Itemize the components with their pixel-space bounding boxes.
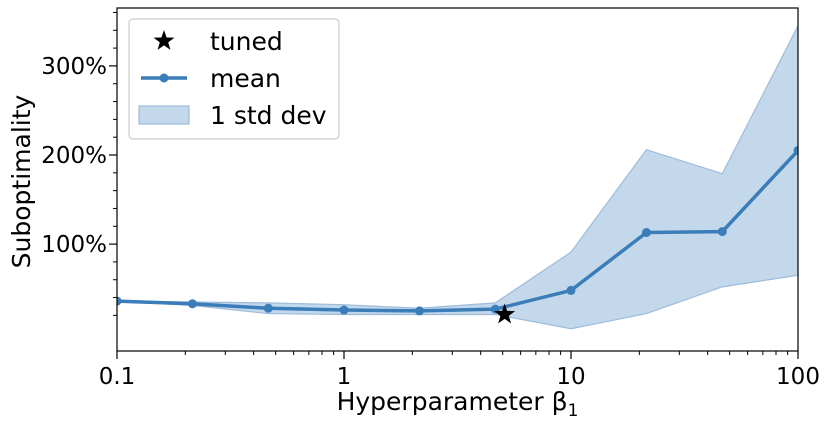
mean-point	[717, 227, 727, 237]
mean-point	[117, 296, 122, 306]
legend-band-swatch	[138, 105, 190, 125]
x-tick-label: 0.1	[99, 364, 136, 390]
mean-point	[641, 228, 651, 238]
mean-point	[414, 306, 424, 316]
x-tick-label: 1	[337, 364, 352, 390]
x-tick-label: 10	[556, 364, 585, 390]
axes: 0.1 1 10 100 100%200%300% Hyperparameter β1…	[7, 7, 820, 421]
mean-point	[187, 299, 197, 309]
y-tick-label: 300%	[41, 54, 107, 80]
tuned-marker-star-icon	[494, 303, 516, 324]
mean-point	[793, 146, 798, 156]
y-tick-label: 100%	[41, 232, 107, 258]
y-axis-ticks: 100% 200% 300%	[41, 11, 117, 316]
x-tick-label: 100	[776, 364, 820, 390]
y-tick-label: 200%	[41, 143, 107, 169]
x-axis-label-subscript: 1	[568, 401, 579, 421]
legend: tuned mean 1 std dev	[128, 18, 340, 140]
legend-dot-swatch	[159, 73, 169, 83]
legend-label-std-dev: 1 std dev	[210, 101, 327, 130]
legend-label-tuned: tuned	[210, 27, 283, 56]
y-axis-label: Suboptimality	[7, 94, 36, 268]
mean-series-line	[117, 149, 798, 313]
x-axis-ticks: 0.1 1 10 100	[99, 351, 820, 390]
mean-series-points	[117, 146, 798, 316]
x-axis-label-main: Hyperparameter β	[337, 387, 568, 416]
std-dev-band	[117, 25, 798, 330]
legend-star-icon	[153, 30, 175, 50]
mean-point	[339, 305, 349, 315]
legend-label-mean: mean	[210, 64, 281, 93]
mean-point	[566, 285, 576, 295]
x-axis-label: Hyperparameter β1	[337, 387, 579, 421]
plot-frame	[116, 7, 799, 352]
plot-area	[117, 25, 798, 330]
mean-point	[263, 303, 273, 313]
